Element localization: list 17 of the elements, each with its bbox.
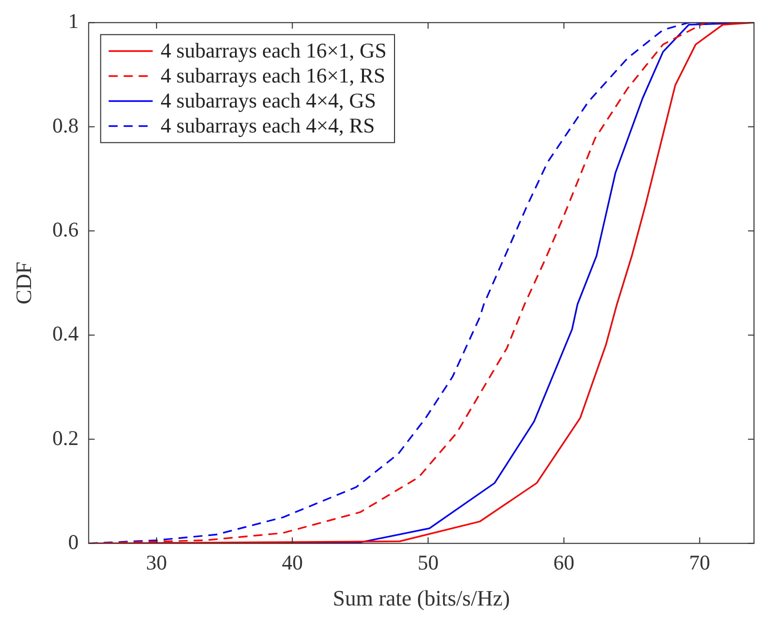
y-tick-label: 0 <box>68 530 79 554</box>
x-tick-label: 30 <box>146 550 168 575</box>
legend-label: 4 subarrays each 4×4, GS <box>160 88 376 113</box>
y-axis-title: CDF <box>10 262 36 304</box>
x-axis-title: Sum rate (bits/s/Hz) <box>332 586 510 611</box>
y-tick-label: 0.6 <box>52 217 79 242</box>
x-tick-label: 40 <box>282 550 303 575</box>
y-tick-label: 0.8 <box>52 113 79 138</box>
x-tick-label: 50 <box>418 550 439 575</box>
y-tick-label: 0.2 <box>52 426 79 450</box>
legend-label: 4 subarrays each 16×1, GS <box>160 38 387 63</box>
x-tick-label: 60 <box>553 550 574 575</box>
legend-label: 4 subarrays each 4×4, RS <box>160 114 375 138</box>
y-tick-label: 0.4 <box>52 322 80 346</box>
legend-label: 4 subarrays each 16×1, RS <box>160 64 386 88</box>
y-tick-label: 1 <box>68 9 79 34</box>
x-tick-label: 70 <box>689 550 710 575</box>
